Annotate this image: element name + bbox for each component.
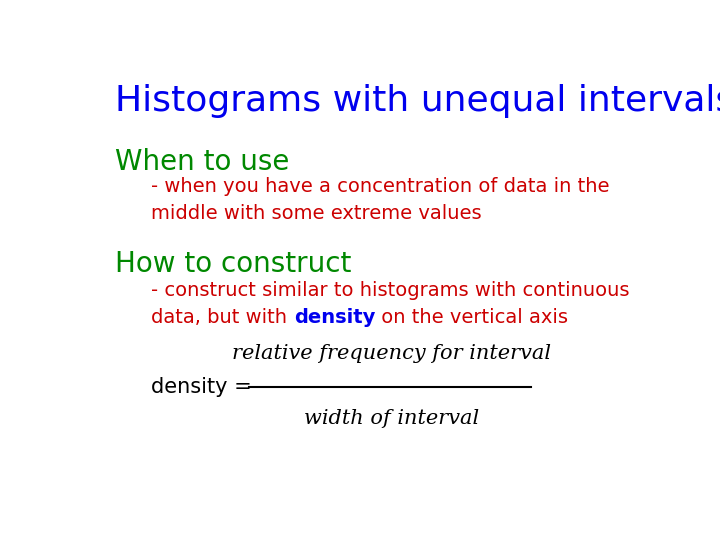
Text: on the vertical axis: on the vertical axis bbox=[375, 308, 568, 327]
Text: - construct similar to histograms with continuous: - construct similar to histograms with c… bbox=[151, 281, 630, 300]
Text: width of interval: width of interval bbox=[304, 409, 479, 428]
Text: relative frequency for interval: relative frequency for interval bbox=[232, 345, 551, 363]
Text: - when you have a concentration of data in the
middle with some extreme values: - when you have a concentration of data … bbox=[151, 177, 610, 222]
Text: When to use: When to use bbox=[115, 148, 289, 176]
Text: density: density bbox=[294, 308, 375, 327]
Text: data, but with: data, but with bbox=[151, 308, 294, 327]
Text: density =: density = bbox=[151, 377, 258, 397]
Text: How to construct: How to construct bbox=[115, 250, 351, 278]
Text: Histograms with unequal intervals: Histograms with unequal intervals bbox=[115, 84, 720, 118]
